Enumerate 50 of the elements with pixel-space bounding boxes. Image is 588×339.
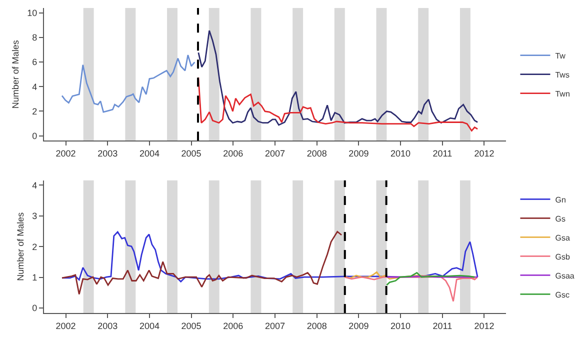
y-tick-label: 0: [32, 303, 38, 314]
x-tick-label: 2003: [98, 148, 118, 158]
y-tick-label: 6: [32, 57, 38, 68]
x-tick-label: 2008: [306, 148, 327, 158]
x-tick-label: 2012: [474, 148, 494, 158]
y-tick-label: 2: [32, 242, 38, 252]
x-tick-label: 2007: [264, 148, 286, 158]
legend-label: Gsb: [555, 252, 570, 262]
legend-label: Gsaa: [555, 271, 575, 280]
x-tick-label: 2011: [432, 320, 452, 331]
legend-label: Tw: [555, 51, 566, 60]
line-series: [386, 272, 476, 286]
x-tick-label: 2002: [56, 148, 76, 158]
x-tick-label: 2007: [264, 320, 286, 331]
y-tick-label: 3: [32, 211, 38, 222]
y-tick-label: 0: [32, 130, 38, 141]
line-series: [61, 54, 196, 113]
y-tick-label: 4: [32, 82, 38, 92]
x-tick-label: 2011: [432, 148, 452, 158]
legend-label: Gsc: [555, 290, 570, 300]
y-axis-title: Number of Males: [16, 212, 26, 281]
legend-label: Twn: [555, 89, 570, 98]
legend-label: Gsa: [555, 233, 570, 242]
y-tick-label: 1: [32, 272, 38, 283]
y-tick-label: 4: [32, 180, 38, 190]
x-tick-label: 2002: [56, 320, 76, 331]
x-tick-label: 2003: [98, 320, 118, 331]
x-tick-label: 2005: [181, 148, 202, 158]
y-tick-label: 10: [27, 8, 38, 18]
y-tick-label: 8: [32, 32, 38, 43]
line-series: [61, 230, 342, 295]
line-series: [344, 276, 478, 302]
x-tick-label: 2004: [139, 320, 160, 331]
line-series: [198, 30, 478, 126]
x-tick-label: 2009: [348, 148, 369, 158]
x-tick-label: 2010: [390, 320, 411, 331]
legend-label: Gs: [555, 214, 566, 224]
line-series: [198, 76, 478, 132]
x-tick-label: 2006: [223, 148, 244, 158]
y-axis-title: Number of Males: [10, 40, 21, 109]
legend-label: Gn: [555, 195, 566, 204]
x-tick-label: 2008: [306, 320, 327, 331]
x-tick-label: 2010: [390, 148, 411, 158]
x-tick-label: 2006: [223, 320, 244, 331]
x-tick-label: 2004: [139, 148, 160, 158]
y-tick-label: 2: [32, 106, 38, 116]
x-tick-label: 2005: [181, 320, 202, 331]
x-tick-label: 2009: [348, 320, 369, 331]
legend-label: Tws: [555, 70, 570, 80]
x-tick-label: 2012: [474, 320, 494, 331]
